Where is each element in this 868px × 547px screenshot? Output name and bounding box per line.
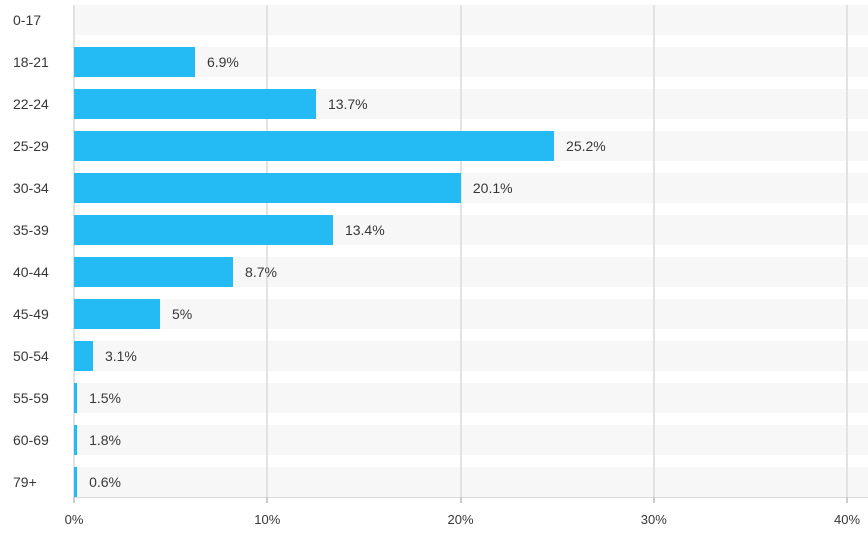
category-label: 79+	[13, 474, 37, 490]
bar-25-29	[74, 131, 554, 161]
bar-value-label: 20.1%	[472, 180, 513, 196]
row-track	[74, 341, 868, 371]
x-tick-label: 20%	[447, 512, 474, 527]
x-axis-ticks: 0% 10% 20% 30% 40%	[65, 0, 868, 547]
x-tick-mark-40pct	[846, 497, 848, 503]
x-tick-label: 10%	[254, 512, 281, 527]
chart-row-18-21: 6.9%	[74, 47, 868, 77]
gridline-20pct	[459, 5, 462, 497]
row-track	[74, 383, 868, 413]
x-tick-label: 40%	[833, 512, 861, 527]
bar-50-54	[74, 341, 93, 371]
bar-30-34	[74, 173, 461, 203]
chart-rows: 6.9% 13.7% 25.2% 20.1% 13.4% 8.7% 5% 3.1% 1.5% 1.…	[74, 5, 868, 497]
bar-60-69	[74, 425, 78, 455]
bar-value-label: 13.7%	[327, 96, 368, 112]
category-label: 22-24	[13, 96, 49, 112]
bar-79+	[74, 467, 78, 497]
category-label: 40-44	[13, 264, 49, 280]
category-label: 55-59	[13, 390, 49, 406]
category-label: 0-17	[13, 12, 42, 28]
x-tick-label: 30%	[640, 512, 667, 527]
row-track	[74, 5, 868, 35]
category-label: 60-69	[13, 432, 49, 448]
row-track	[74, 299, 868, 329]
gridline-0pct	[73, 5, 75, 497]
y-axis-category-labels: 0-17 18-21 22-24 25-29 30-34 35-39 40-44 45-49 5…	[0, 5, 74, 497]
chart-row-50-54: 3.1%	[74, 341, 868, 371]
bar-55-59	[74, 383, 78, 413]
row-track	[74, 47, 868, 77]
gridline-10pct	[266, 5, 269, 497]
gridline-40pct	[846, 5, 848, 497]
chart-row-79+: 0.6%	[74, 467, 868, 497]
bar-35-39	[74, 215, 333, 245]
category-label: 25-29	[13, 138, 49, 154]
chart-row-45-49: 5%	[74, 299, 868, 329]
x-tick-mark-20pct	[459, 497, 462, 503]
chart-row-35-39: 13.4%	[74, 215, 868, 245]
row-track	[74, 467, 868, 497]
bar-45-49	[74, 299, 160, 329]
x-axis-line	[74, 497, 868, 498]
chart-row-40-44: 8.7%	[74, 257, 868, 287]
x-tick-mark-0pct	[73, 497, 75, 503]
chart-row-0-17	[74, 5, 868, 35]
gridline-30pct	[652, 5, 655, 497]
x-tick-mark-30pct	[652, 497, 655, 503]
chart-row-30-34: 20.1%	[74, 173, 868, 203]
x-tick-mark-10pct	[266, 497, 269, 503]
bar-22-24	[74, 89, 316, 119]
category-label: 30-34	[13, 180, 49, 196]
category-label: 18-21	[13, 54, 49, 70]
bar-value-label: 3.1%	[104, 348, 137, 364]
bar-value-label: 8.7%	[245, 264, 277, 280]
bar-18-21	[74, 47, 195, 77]
chart-row-55-59: 1.5%	[74, 383, 868, 413]
chart-row-25-29: 25.2%	[74, 131, 868, 161]
category-label: 45-49	[13, 306, 49, 322]
gridlines	[73, 0, 868, 547]
bar-value-label: 1.5%	[89, 390, 121, 406]
bar-value-label: 5%	[171, 306, 193, 322]
chart-row-22-24: 13.7%	[74, 89, 868, 119]
chart-row-60-69: 1.8%	[74, 425, 868, 455]
category-label: 35-39	[13, 222, 49, 238]
bar-value-label: 13.4%	[344, 222, 385, 238]
bar-value-label: 0.6%	[89, 474, 121, 490]
bar-40-44	[74, 257, 233, 287]
x-tick-label: 0%	[64, 512, 84, 527]
bar-value-label: 1.8%	[89, 432, 121, 448]
bar-value-label: 25.2%	[566, 138, 606, 154]
bar-value-label: 6.9%	[206, 54, 239, 70]
category-label: 50-54	[13, 348, 49, 364]
row-track	[74, 425, 868, 455]
